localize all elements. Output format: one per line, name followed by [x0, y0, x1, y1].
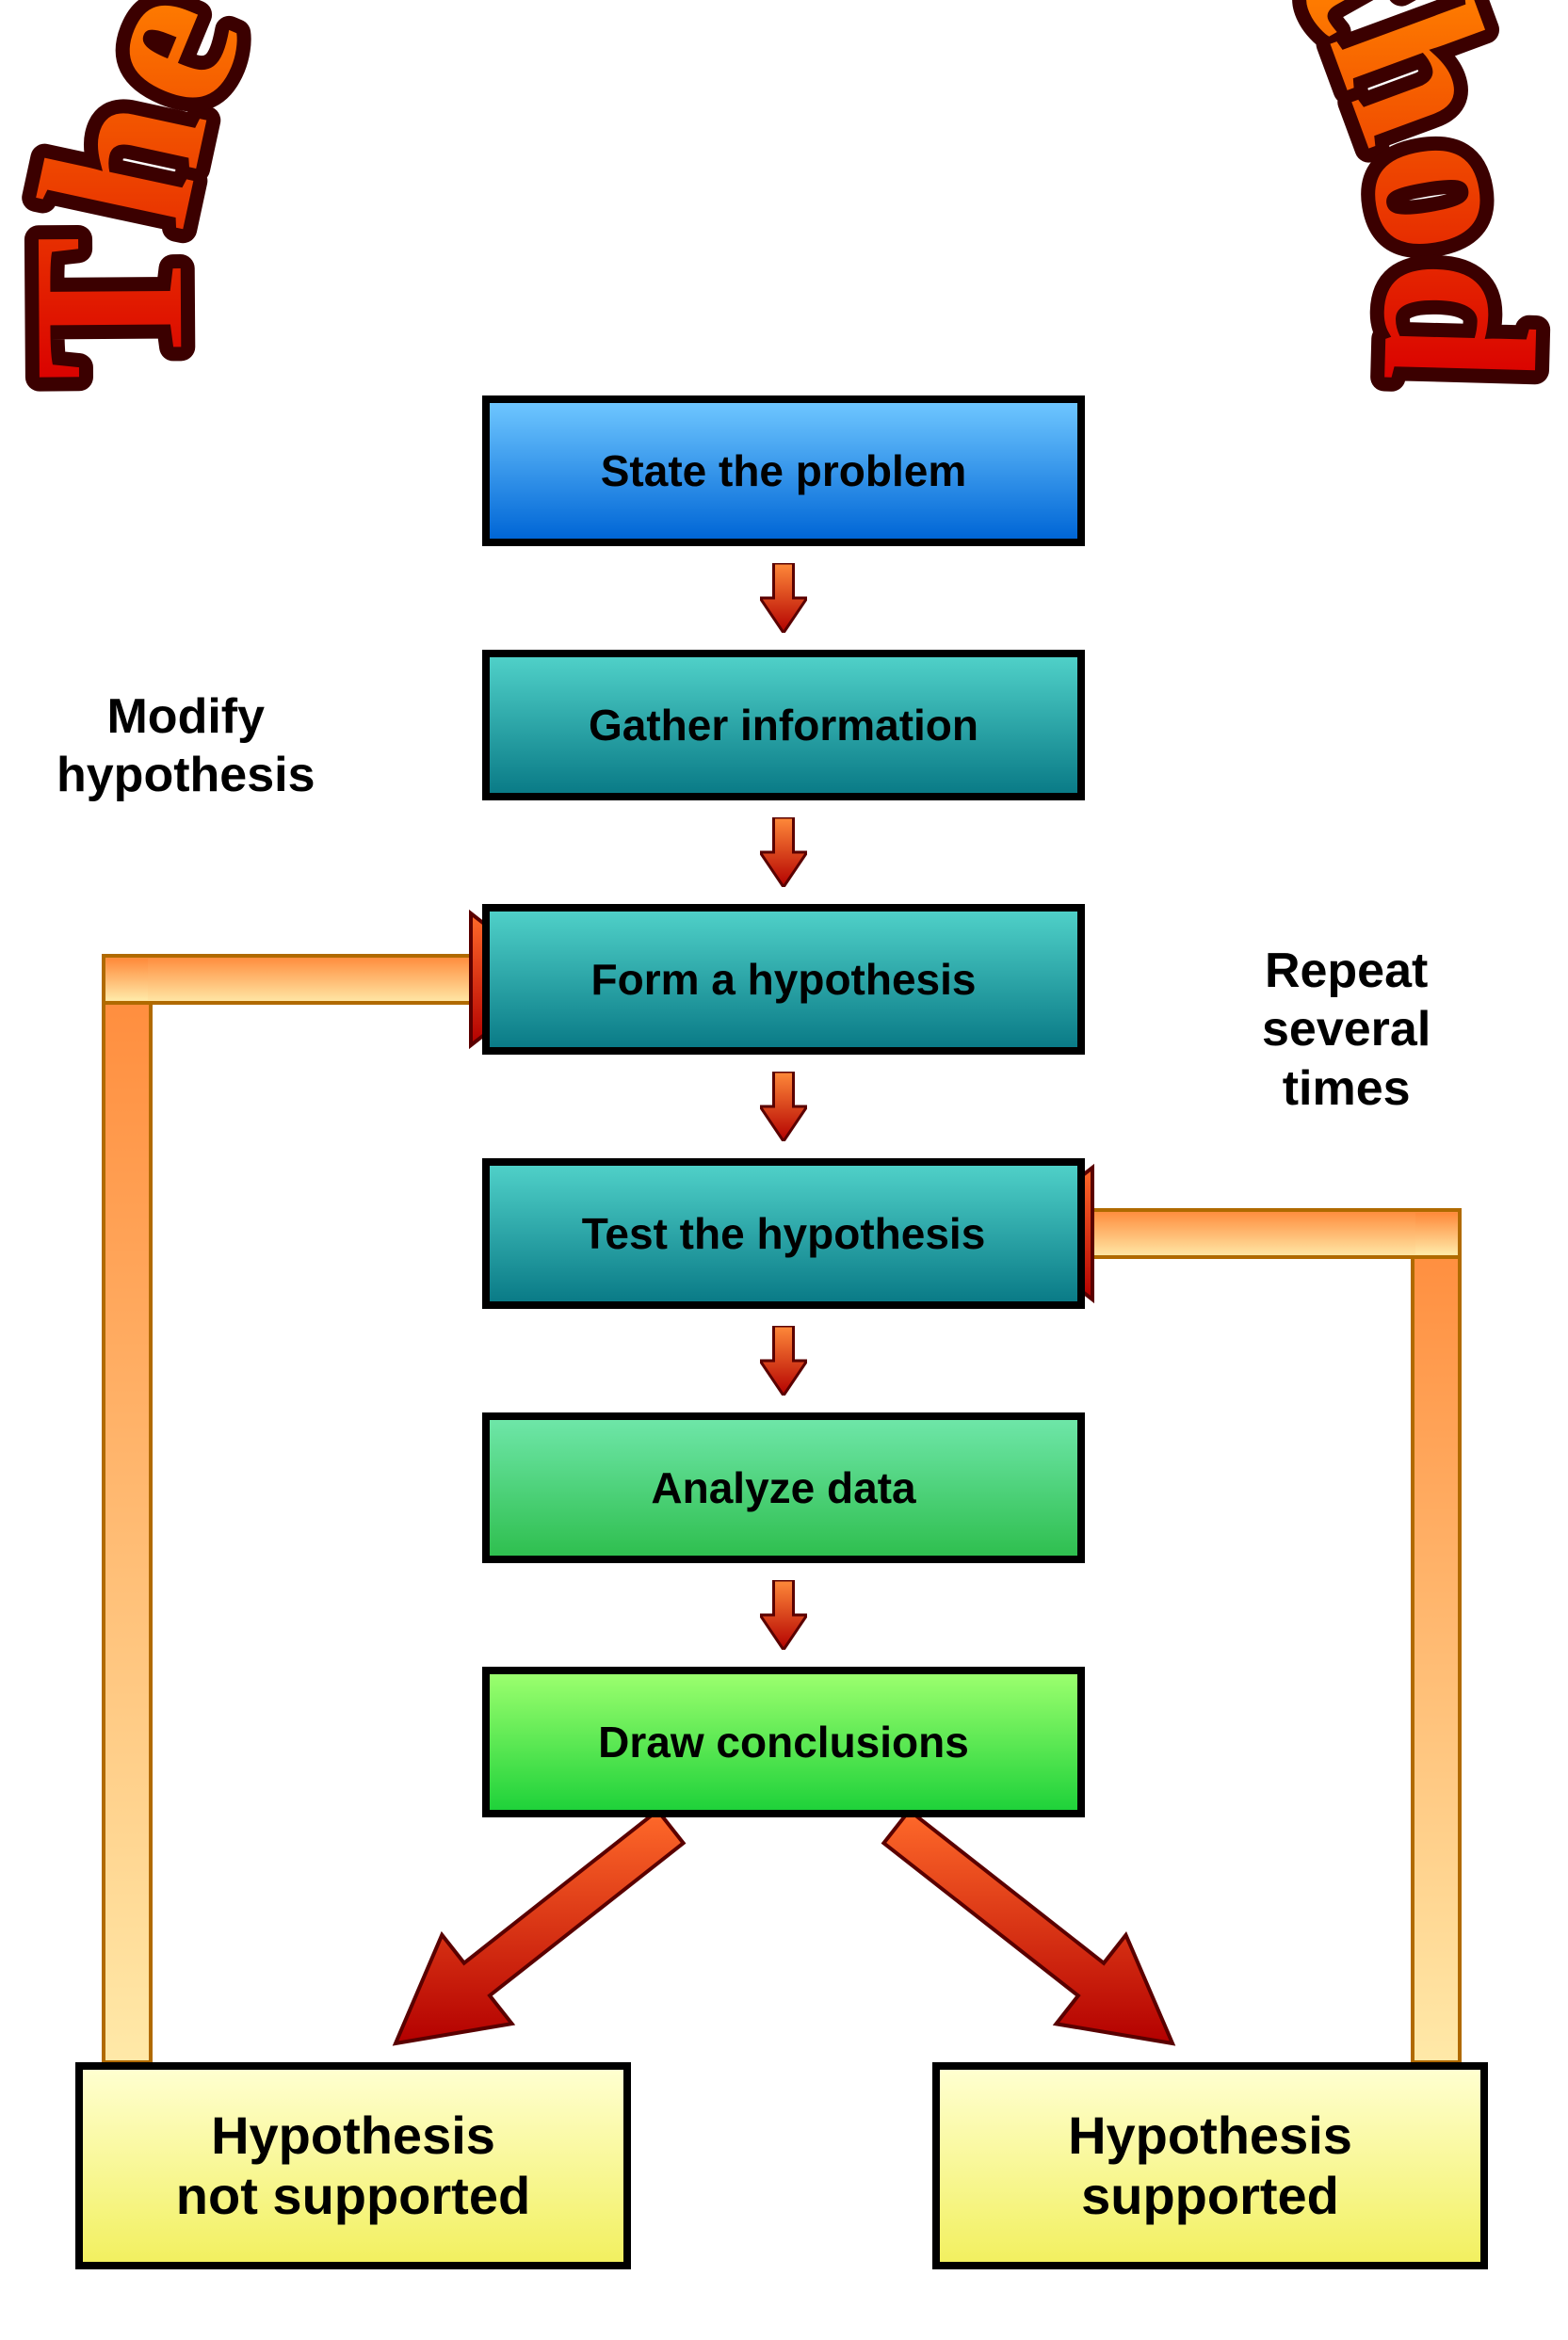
step-label: Draw conclusions [598, 1718, 969, 1767]
step-label: Form a hypothesis [591, 955, 977, 1005]
step-label: Analyze data [651, 1463, 915, 1513]
arrow-down-icon [760, 1072, 807, 1141]
repeat-label: Repeat several times [1262, 942, 1431, 1118]
outcome-label: Hypothesis supported [1068, 2106, 1352, 2227]
side-label-text: Modify hypothesis [57, 689, 315, 802]
arrow-down-icon [760, 1580, 807, 1650]
modify-hypothesis-label: Modify hypothesis [57, 687, 315, 805]
side-label-text: Repeat several times [1262, 944, 1431, 1116]
step-box: Form a hypothesis [482, 904, 1085, 1055]
step-box: State the problem [482, 395, 1085, 546]
arrow-down-icon [760, 563, 807, 633]
arrow-down-icon [760, 817, 807, 887]
outcome-supported: Hypothesis supported [932, 2062, 1488, 2269]
step-label: State the problem [601, 446, 967, 496]
arrow-down-icon [760, 1326, 807, 1396]
outcome-not-supported: Hypothesis not supported [75, 2062, 631, 2269]
step-box: Analyze data [482, 1412, 1085, 1563]
split-arrow-icon [396, 1811, 684, 2043]
step-box: Gather information [482, 650, 1085, 800]
split-arrow-icon [883, 1811, 1172, 2043]
step-label: Gather information [589, 701, 978, 750]
step-label: Test the hypothesis [582, 1209, 986, 1259]
step-box: Draw conclusions [482, 1667, 1085, 1817]
step-box: Test the hypothesis [482, 1158, 1085, 1309]
outcome-label: Hypothesis not supported [176, 2106, 530, 2227]
